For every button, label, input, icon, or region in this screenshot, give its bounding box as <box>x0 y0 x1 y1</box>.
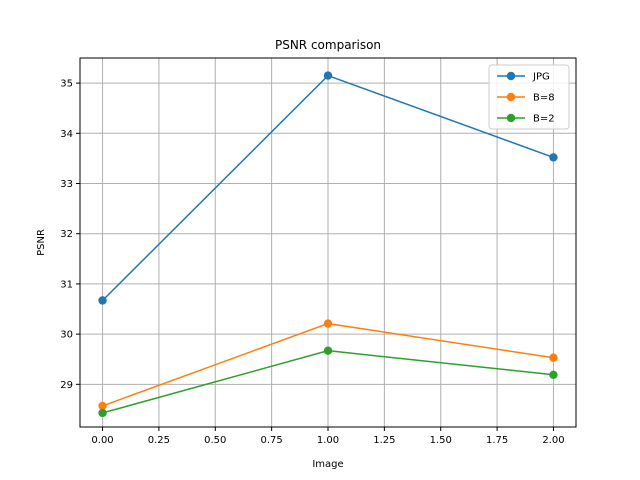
y-axis-label: PSNR <box>36 229 47 256</box>
x-tick-label: 1.00 <box>317 435 339 446</box>
y-tick-label: 33 <box>60 179 73 190</box>
data-point-b-2 <box>98 408 107 418</box>
x-tick-label: 0.75 <box>261 435 283 446</box>
x-axis-label: Image <box>312 459 343 470</box>
legend: JPG B=8 B=2 <box>488 64 570 130</box>
legend-entry: B=2 <box>497 114 555 125</box>
series-b-8 <box>98 319 558 411</box>
series-layer <box>98 71 558 418</box>
y-axis-ticks: 29 30 31 32 33 34 35 <box>60 79 80 391</box>
x-tick-label: 1.25 <box>373 435 395 446</box>
series-b-2 <box>98 346 558 418</box>
legend-label: B=8 <box>533 93 555 104</box>
legend-marker <box>506 92 516 102</box>
data-point-b-2 <box>323 346 333 355</box>
legend-label: B=2 <box>533 114 555 125</box>
data-point-jpg <box>98 296 107 305</box>
y-tick-label: 29 <box>60 380 73 391</box>
x-tick-label: 0.25 <box>148 435 170 446</box>
x-tick-label: 1.50 <box>430 435 452 446</box>
x-tick-label: 2.00 <box>542 435 564 446</box>
x-tick-label: 0.00 <box>91 435 113 446</box>
data-point-b-8 <box>323 319 333 328</box>
x-tick-label: 0.50 <box>204 435 226 446</box>
legend-box <box>488 64 570 130</box>
legend-entry: JPG <box>497 72 550 83</box>
legend-marker <box>506 113 516 123</box>
legend-marker <box>506 71 516 81</box>
y-tick-label: 31 <box>60 279 73 290</box>
legend-entry: B=8 <box>497 93 555 104</box>
x-tick-label: 1.75 <box>486 435 508 446</box>
y-tick-label: 35 <box>60 79 73 90</box>
chart-title: PSNR comparison <box>275 38 381 52</box>
legend-label: JPG <box>532 72 550 83</box>
x-axis-ticks: 0.00 0.25 0.50 0.75 1.00 1.25 1.50 1.75 2.00 <box>91 427 565 446</box>
y-tick-label: 32 <box>60 229 73 240</box>
y-tick-label: 30 <box>60 330 73 341</box>
y-tick-label: 34 <box>60 129 73 140</box>
data-point-jpg <box>323 71 333 80</box>
data-point-jpg <box>549 153 558 162</box>
data-point-b-8 <box>549 353 558 362</box>
series-jpg <box>98 71 558 305</box>
data-point-b-2 <box>549 370 558 379</box>
data-point-b-8 <box>98 401 107 411</box>
